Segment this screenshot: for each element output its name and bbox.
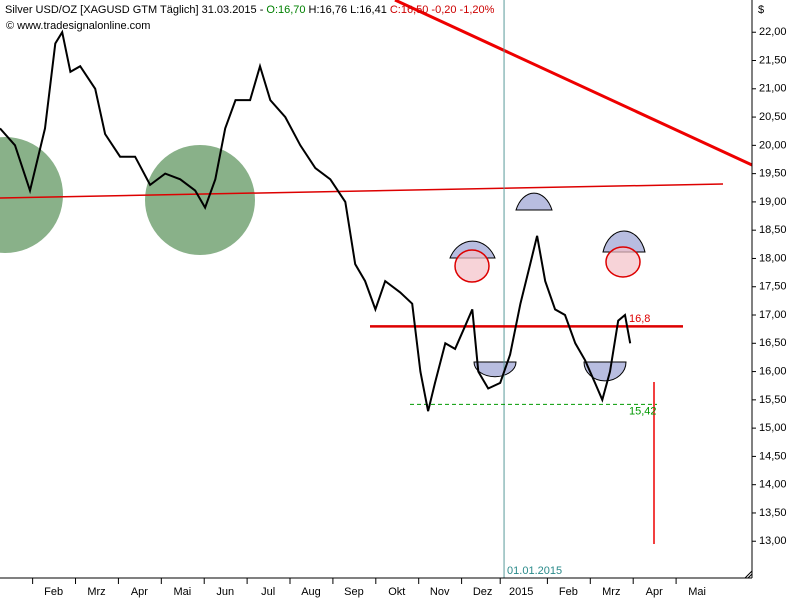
x-tick-label: 2015 [509, 586, 533, 598]
title-part: O:16,70 [266, 4, 305, 16]
date-marker-label: 01.01.2015 [507, 565, 562, 577]
y-tick-label: 18,50 [759, 224, 787, 236]
y-tick-label: 13,00 [759, 535, 787, 547]
y-tick-label: 18,00 [759, 252, 787, 264]
shoulder-arc [602, 230, 646, 253]
y-tick-label: 13,50 [759, 507, 787, 519]
title-part: H:16,76 L:16,41 [309, 4, 387, 16]
x-tick-label: Sep [344, 586, 364, 598]
title-part: C:16,50 -0,20 -1,20% [390, 4, 495, 16]
highlight-ellipse [454, 249, 490, 283]
plot [0, 0, 683, 578]
copyright: © www.tradesignalonline.com [6, 20, 150, 32]
y-tick-label: 20,50 [759, 111, 787, 123]
x-tick-label: Mai [173, 586, 191, 598]
y-tick-label: 14,00 [759, 479, 787, 491]
y-tick-label: 16,00 [759, 365, 787, 377]
y-tick-label: 21,00 [759, 83, 787, 95]
y-tick-label: 14,50 [759, 450, 787, 462]
y-tick-label: 21,50 [759, 54, 787, 66]
x-tick-label: Dez [473, 586, 493, 598]
level-label: 16,8 [629, 313, 650, 325]
resize-grip [744, 570, 753, 579]
x-tick-label: Mrz [87, 586, 105, 598]
x-tick-label: Aug [301, 586, 321, 598]
x-tick-label: Apr [131, 586, 148, 598]
title-part: Silver USD/OZ [XAGUSD GTM Täglich] 31.03… [5, 4, 264, 16]
highlight-circle [0, 137, 63, 253]
trend-line [0, 183, 724, 199]
x-tick-label: Okt [388, 586, 405, 598]
y-tick-label: 17,50 [759, 281, 787, 293]
y-tick-label: 19,00 [759, 196, 787, 208]
x-tick-label: Apr [646, 586, 663, 598]
y-tick-label: 16,50 [759, 337, 787, 349]
x-tick-label: Nov [430, 586, 450, 598]
chart-title: Silver USD/OZ [XAGUSD GTM Täglich] 31.03… [5, 4, 495, 16]
y-tick-label: 22,00 [759, 26, 787, 38]
y-tick-label: 20,00 [759, 139, 787, 151]
head-arc [515, 192, 553, 211]
highlight-ellipse [605, 246, 641, 278]
y-tick-label: 19,50 [759, 168, 787, 180]
y-tick-label: 17,00 [759, 309, 787, 321]
x-tick-label: Jun [216, 586, 234, 598]
level-label: 15,42 [629, 405, 657, 417]
x-tick-label: Mrz [602, 586, 620, 598]
x-tick-label: Jul [261, 586, 275, 598]
x-tick-label: Mai [688, 586, 706, 598]
y-tick-label: 15,50 [759, 394, 787, 406]
trend-line [394, 0, 753, 167]
y-unit: $ [758, 4, 764, 16]
x-tick-label: Feb [44, 586, 63, 598]
y-tick-label: 15,00 [759, 422, 787, 434]
price-line [0, 29, 632, 412]
x-tick-label: Feb [559, 586, 578, 598]
